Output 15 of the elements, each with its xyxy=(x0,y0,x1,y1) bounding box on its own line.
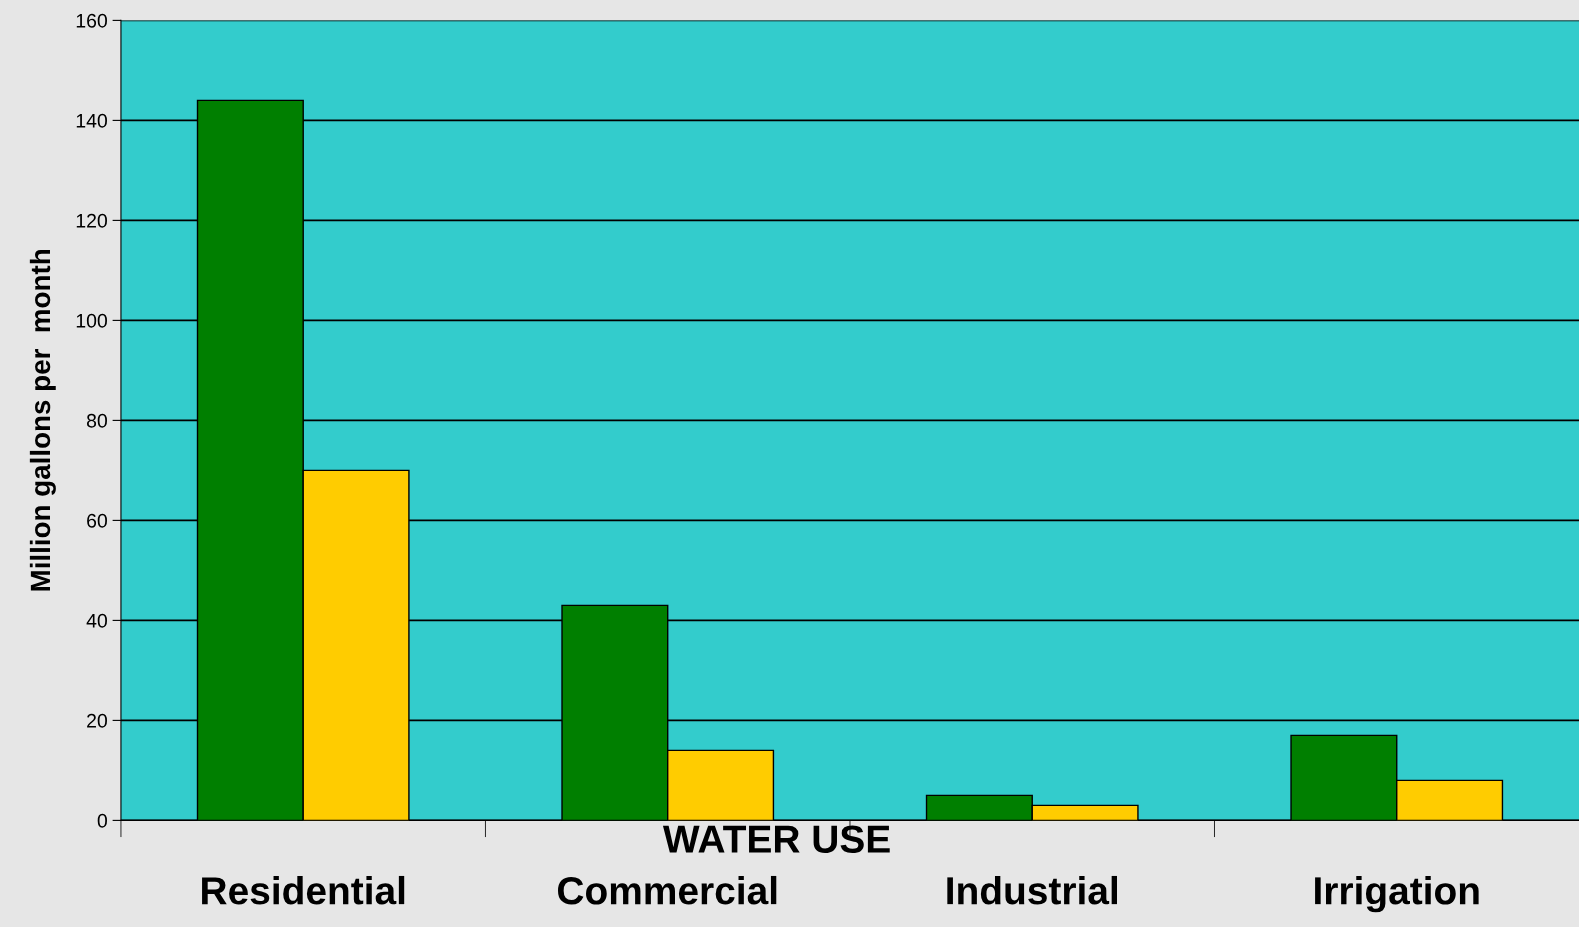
y-axis-title: Million gallons per month xyxy=(29,250,56,591)
y-tick-label: 80 xyxy=(86,413,107,428)
y-tick-label: 160 xyxy=(76,13,107,28)
x-tick-label: Residential xyxy=(202,875,405,905)
x-tick-label: Industrial xyxy=(947,875,1117,905)
y-tick-label: 100 xyxy=(76,313,107,328)
y-tick-label: 40 xyxy=(86,613,107,628)
x-tick-label: Commercial xyxy=(558,875,777,905)
y-tick-label: 20 xyxy=(87,713,107,728)
y-tick-label: 0 xyxy=(97,813,107,828)
x-tick-label: Irrigation xyxy=(1315,875,1479,913)
y-tick-label: 120 xyxy=(76,213,107,228)
y-tick-label: 140 xyxy=(76,113,107,128)
y-tick-label: 60 xyxy=(87,513,107,528)
x-axis-title: WATER USE xyxy=(662,825,890,853)
